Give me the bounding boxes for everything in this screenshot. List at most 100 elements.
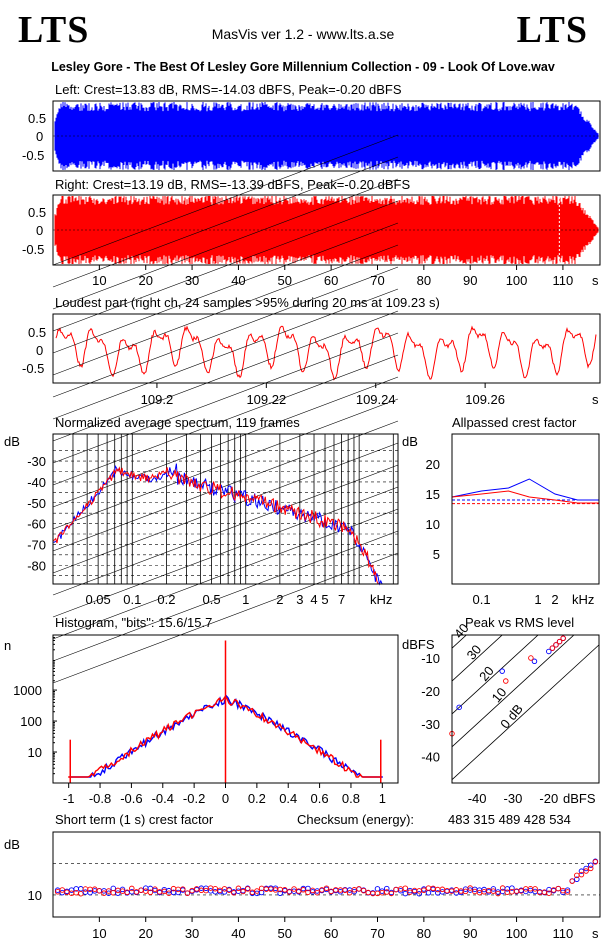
crest-point [504,889,511,895]
x-tick-label: -30 [504,791,523,806]
loudest-x-unit: s [592,392,599,407]
crest-point [305,885,311,892]
y-tick-label: 15 [426,487,440,502]
waveform-x-unit: s [592,273,599,288]
x-tick-label: 0 [222,791,229,806]
crest-point [569,878,575,884]
spectrum-panel: Normalized average spectrum, 119 frames … [4,134,399,684]
x-tick-label: 0.8 [342,791,360,806]
crest-diagonal [452,635,503,682]
crest-point [384,885,390,892]
crest-point [78,886,84,892]
x-tick-label: 4 [310,592,317,607]
crest-point [212,885,218,892]
x-tick-label: 50 [278,926,292,941]
slope-line [52,178,399,310]
crest-point [166,887,172,894]
spectrum-trace [52,463,398,586]
x-tick-label: 1 [242,592,249,607]
crest-point [453,887,460,893]
spectrum-ylabel: dB [4,434,20,449]
y-tick-label: -70 [27,537,46,552]
x-tick-label: 100 [506,926,528,941]
allpassed-crest-title: Allpassed crest factor [452,415,577,430]
y-tick-label: -20 [421,684,440,699]
right-ytick: 0 [36,223,43,238]
crest-point [416,888,422,894]
slope-line [52,266,399,398]
x-tick-label: 30 [185,273,199,288]
x-tick-label: 0.05 [85,592,110,607]
x-tick-label: 40 [231,926,245,941]
x-tick-label: 3 [296,592,303,607]
x-tick-label: 20 [138,273,152,288]
short-term-crest-panel: Short term (1 s) crest factor Checksum (… [4,812,601,941]
x-tick-label: 60 [324,926,338,941]
loudest-ytick: 0.5 [28,325,46,340]
slope-line [52,420,399,552]
crest-point [416,890,422,897]
crest-point [82,886,89,892]
x-tick-label: 2 [551,592,558,607]
app-title: MasVis ver 1.2 - www.lts.a.se [211,26,395,42]
y-tick-label: -60 [27,517,46,532]
slope-line [52,200,399,332]
slope-line [52,244,399,376]
peak-rms-y-axis: -10 -20 -30 -40 [421,651,440,765]
crest-point [509,885,515,891]
crest-point [356,886,362,892]
peak-rms-xlabel: dBFS [563,791,596,806]
y-tick-label: -80 [27,558,46,573]
slope-line [52,464,399,596]
peak-vs-rms-title: Peak vs RMS level [465,615,574,630]
spectrum-x-axis: 0.05 0.1 0.2 0.5 1 2 3 4 5 7 [85,592,345,607]
x-tick-label: 0.2 [157,592,175,607]
crest-point [184,890,191,896]
y-tick-label: 10 [426,517,440,532]
short-term-y-axis: 10 [28,863,600,903]
allpassed-frame [451,433,600,585]
crest-point [226,887,232,893]
x-tick-label: 0.2 [248,791,266,806]
diagonal-label: 20 [476,663,497,684]
slope-line [52,222,399,354]
x-tick-label: 1 [534,592,541,607]
crest-point [555,885,562,892]
crest-point [495,890,501,897]
peak-rms-point [546,648,552,655]
slope-line [52,332,399,464]
allpassed-y-axis: 20 15 10 5 [426,457,440,562]
crest-point [115,890,121,896]
crest-point [323,885,330,891]
crest-point [564,889,571,895]
spectrum-y-axis: -30 -40 -50 -60 -70 -80 [27,454,46,573]
crest-point [133,889,140,895]
crest-point [129,885,135,892]
right-waveform-panel: Right: Crest=13.19 dB, RMS=-13.39 dBFS, … [22,177,601,288]
x-tick-label: -40 [468,791,487,806]
left-waveform-title: Left: Crest=13.83 dB, RMS=-14.03 dBFS, P… [55,82,402,97]
x-tick-label: 0.6 [311,791,329,806]
crest-point [235,885,242,892]
right-waveform-title: Right: Crest=13.19 dB, RMS=-13.39 dBFS, … [55,177,410,192]
crest-point [574,876,580,883]
loudest-part-title: Loudest part (right ch, 24 samples >95% … [55,295,440,310]
peak-rms-point [556,638,563,645]
right-ytick: -0.5 [22,242,44,257]
histogram-panel: Histogram, "bits": 15.6/15.7 n 100010010… [4,615,399,806]
peak-rms-point [560,635,566,642]
right-ytick: 0.5 [28,205,46,220]
spectrum-frame [52,433,399,585]
x-tick-label: 70 [370,273,384,288]
crest-point [152,886,158,892]
x-tick-label: 80 [417,273,431,288]
crest-point [397,887,404,894]
peak-rms-point [549,645,556,651]
x-tick-label: 2 [276,592,283,607]
loudest-part-panel: Loudest part (right ch, 24 samples >95% … [22,295,601,407]
x-tick-label: 5 [321,592,328,607]
slope-line [52,398,399,530]
x-tick-label: 110 [553,273,574,288]
y-tick-label: 20 [426,457,440,472]
